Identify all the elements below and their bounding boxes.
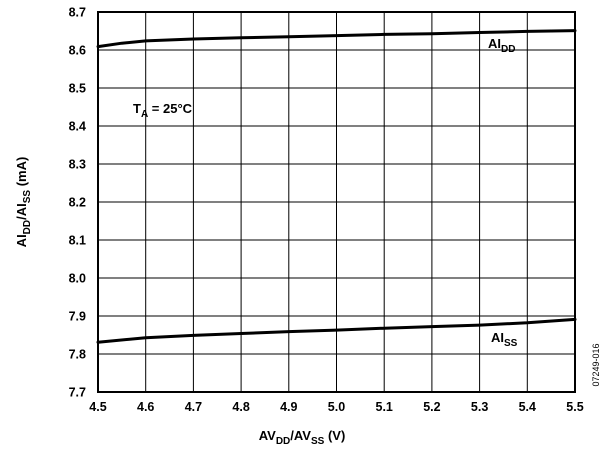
y-tick-label: 8.4: [69, 120, 86, 134]
y-tick-label: 7.9: [69, 310, 86, 324]
grid: [98, 12, 575, 392]
x-axis-label: AVDD/AVSS (V): [259, 428, 346, 447]
x-tick-label: 5.5: [566, 400, 583, 414]
series-label-ai-dd: AIDD: [488, 36, 515, 55]
x-tick-label: 5.2: [423, 400, 440, 414]
y-tick-label: 8.3: [69, 158, 86, 172]
y-tick-labels: 7.7 7.8 7.9 8.0 8.1 8.2 8.3 8.4 8.5 8.6 8.7: [69, 6, 86, 400]
x-tick-label: 4.5: [89, 400, 106, 414]
x-tick-label: 4.8: [232, 400, 249, 414]
y-tick-label: 8.2: [69, 196, 86, 210]
y-tick-label: 7.8: [69, 348, 86, 362]
y-tick-label: 8.7: [69, 6, 86, 20]
y-tick-label: 8.6: [69, 44, 86, 58]
x-tick-label: 5.4: [519, 400, 536, 414]
y-tick-label: 8.1: [69, 234, 86, 248]
y-tick-label: 8.5: [69, 82, 86, 96]
plot-frame: [97, 11, 576, 393]
series-layer: [96, 29, 577, 344]
x-tick-label: 4.9: [280, 400, 297, 414]
figure-id: 07249-016: [591, 343, 601, 386]
series-label-ai-ss: AISS: [491, 330, 518, 349]
series-line-ai-dd: [96, 29, 577, 49]
x-tick-label: 5.0: [328, 400, 345, 414]
y-axis-label: AIDD/AISS (mA): [14, 157, 33, 248]
y-tick-label: 8.0: [69, 272, 86, 286]
x-tick-label: 5.1: [376, 400, 393, 414]
x-tick-labels: 4.5 4.6 4.7 4.8 4.9 5.0 5.1 5.2 5.3 5.4 5.5: [89, 400, 583, 414]
x-tick-label: 5.3: [471, 400, 488, 414]
y-tick-label: 7.7: [69, 386, 86, 400]
x-tick-label: 4.7: [185, 400, 202, 414]
condition-annotation: TA = 25°C: [133, 101, 193, 120]
series-line-ai-ss: [96, 317, 577, 344]
x-tick-label: 4.6: [137, 400, 154, 414]
